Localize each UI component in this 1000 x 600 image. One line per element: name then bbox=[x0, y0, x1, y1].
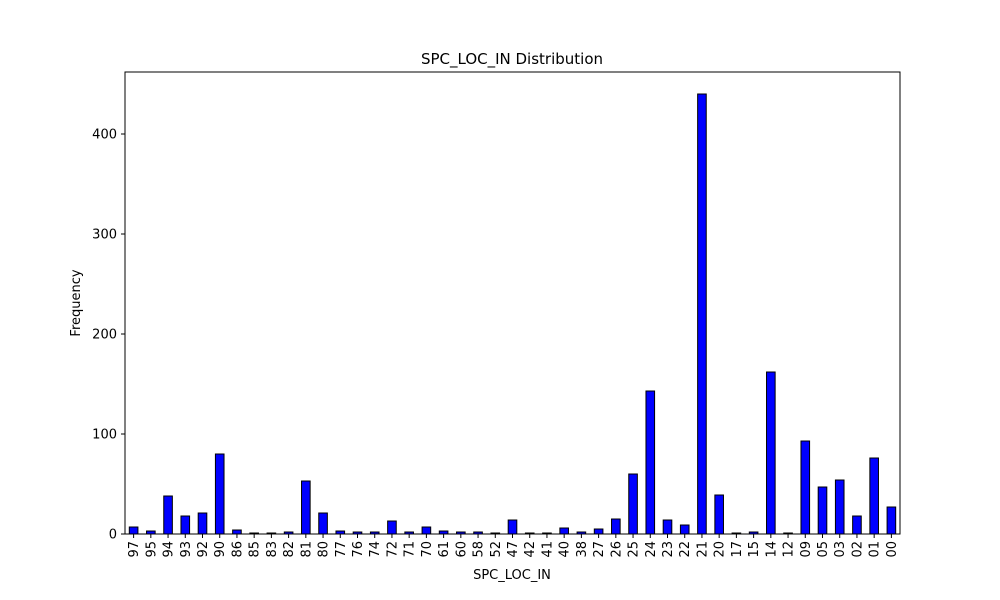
x-tick-label-12: 12 bbox=[782, 541, 797, 558]
x-tick-label-71: 71 bbox=[403, 541, 418, 558]
y-tick-label-100: 100 bbox=[92, 428, 117, 443]
bar-70 bbox=[421, 526, 432, 535]
x-tick-label-81: 81 bbox=[299, 541, 314, 558]
y-tick-label-0: 0 bbox=[109, 528, 117, 543]
y-axis-label: Frequency bbox=[69, 269, 84, 336]
bar-20 bbox=[714, 494, 724, 535]
x-tick-label-23: 23 bbox=[661, 541, 676, 558]
x-axis-label: SPC_LOC_IN bbox=[473, 568, 551, 583]
x-tick-label-80: 80 bbox=[317, 541, 332, 558]
x-tick-label-85: 85 bbox=[248, 541, 263, 558]
x-tick-label-52: 52 bbox=[489, 541, 504, 558]
x-tick-label-90: 90 bbox=[213, 541, 228, 558]
y-tick-label-300: 300 bbox=[92, 228, 117, 243]
bar-97 bbox=[128, 526, 139, 535]
bar-01 bbox=[869, 457, 879, 535]
x-tick-label-92: 92 bbox=[196, 541, 211, 558]
x-tick-label-17: 17 bbox=[730, 541, 745, 558]
x-tick-label-60: 60 bbox=[454, 541, 469, 558]
x-tick-label-15: 15 bbox=[747, 541, 762, 558]
x-tick-label-76: 76 bbox=[351, 541, 366, 558]
bar-86 bbox=[232, 529, 242, 535]
x-tick-label-77: 77 bbox=[334, 541, 349, 558]
bar-02 bbox=[852, 515, 862, 535]
x-tick-label-22: 22 bbox=[678, 541, 693, 558]
x-tick-label-58: 58 bbox=[472, 541, 487, 558]
x-tick-label-40: 40 bbox=[558, 541, 573, 558]
x-tick-label-74: 74 bbox=[368, 541, 383, 558]
bar-72 bbox=[387, 520, 397, 535]
bar-26 bbox=[611, 518, 621, 535]
bar-27 bbox=[593, 528, 604, 535]
bar-40 bbox=[559, 527, 569, 535]
x-tick-label-24: 24 bbox=[644, 541, 659, 558]
x-tick-label-95: 95 bbox=[144, 541, 159, 558]
x-tick-label-01: 01 bbox=[868, 541, 883, 558]
x-tick-label-27: 27 bbox=[592, 541, 607, 558]
y-axis-ticks: 0 100 200 300 400 bbox=[92, 128, 125, 543]
plot-frame bbox=[124, 71, 901, 535]
x-tick-label-20: 20 bbox=[713, 541, 728, 558]
x-tick-label-93: 93 bbox=[179, 541, 194, 558]
bar-00 bbox=[886, 506, 897, 535]
x-tick-label-02: 02 bbox=[850, 541, 865, 558]
bar-47 bbox=[507, 519, 518, 535]
bar-05 bbox=[817, 486, 828, 535]
x-tick-label-61: 61 bbox=[437, 541, 452, 558]
x-axis-ticks: 97 95 94 93 92 90 86 85 83 82 81 80 77 76 74 72 71 70 61 60… bbox=[127, 534, 900, 558]
bar-09 bbox=[800, 440, 811, 535]
bar-23 bbox=[662, 519, 673, 535]
x-tick-label-09: 09 bbox=[799, 541, 814, 558]
x-tick-label-03: 03 bbox=[833, 541, 848, 558]
y-tick-label-200: 200 bbox=[92, 328, 117, 343]
bar-92 bbox=[197, 512, 208, 535]
bar-03 bbox=[834, 479, 845, 535]
bar-14 bbox=[766, 371, 776, 535]
bar-24 bbox=[645, 390, 656, 535]
bar-25 bbox=[628, 473, 638, 535]
x-tick-label-94: 94 bbox=[162, 541, 177, 558]
x-tick-label-70: 70 bbox=[420, 541, 435, 558]
bars-group bbox=[128, 93, 897, 535]
chart-title: SPC_LOC_IN Distribution bbox=[421, 50, 603, 69]
bar-21 bbox=[697, 93, 707, 535]
y-tick-label-400: 400 bbox=[92, 128, 117, 143]
x-tick-label-83: 83 bbox=[265, 541, 280, 558]
x-tick-label-21: 21 bbox=[695, 541, 710, 558]
x-tick-label-00: 00 bbox=[885, 541, 900, 558]
bar-94 bbox=[163, 495, 173, 535]
x-tick-label-41: 41 bbox=[540, 541, 555, 558]
x-tick-label-72: 72 bbox=[385, 541, 400, 558]
x-tick-label-86: 86 bbox=[230, 541, 245, 558]
x-tick-label-14: 14 bbox=[764, 541, 779, 558]
bar-22 bbox=[679, 524, 690, 535]
x-tick-label-38: 38 bbox=[575, 541, 590, 558]
bar-93 bbox=[180, 515, 191, 535]
x-tick-label-26: 26 bbox=[609, 541, 624, 558]
bar-81 bbox=[301, 480, 311, 535]
x-tick-label-82: 82 bbox=[282, 541, 297, 558]
bar-80 bbox=[318, 512, 328, 535]
x-tick-label-25: 25 bbox=[627, 541, 642, 558]
x-tick-label-47: 47 bbox=[506, 541, 521, 558]
x-tick-label-42: 42 bbox=[523, 541, 538, 558]
bar-90 bbox=[214, 453, 225, 535]
x-tick-label-97: 97 bbox=[127, 541, 142, 558]
x-tick-label-05: 05 bbox=[816, 541, 831, 558]
